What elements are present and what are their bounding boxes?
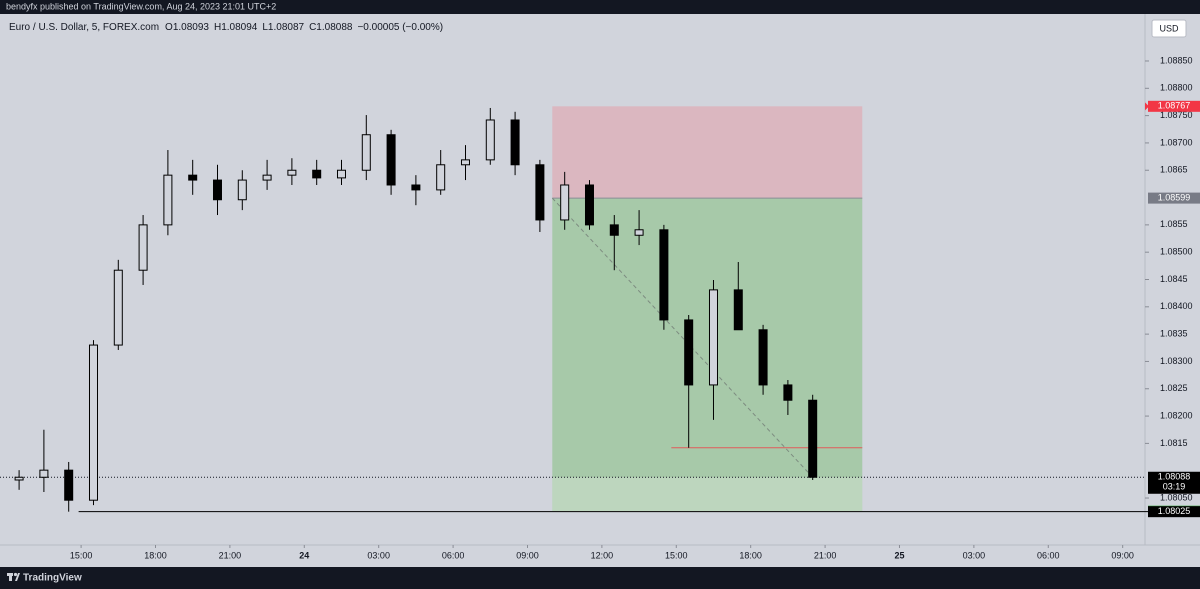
last-price-label: 1.08088 xyxy=(1158,472,1191,482)
candle-body xyxy=(336,169,346,179)
candle-body xyxy=(510,119,520,166)
x-tick-label: 21:00 xyxy=(814,550,837,560)
y-tick-label: 1.08500 xyxy=(1160,247,1193,257)
candle-body xyxy=(163,174,173,226)
candle-body xyxy=(39,469,49,478)
footer-brand: TradingView xyxy=(23,573,82,584)
stop-label-bg xyxy=(1148,100,1200,112)
y-tick-label: 1.0855 xyxy=(1160,219,1188,229)
logo-dot xyxy=(13,572,18,577)
y-tick-label: 1.08800 xyxy=(1160,83,1193,93)
x-tick-label: 15:00 xyxy=(70,550,93,560)
candle-body xyxy=(14,476,24,481)
logo-slash xyxy=(15,573,20,581)
x-tick-label: 03:00 xyxy=(963,550,986,560)
y-tick-label: 1.0865 xyxy=(1160,165,1188,175)
candle-body xyxy=(386,134,396,186)
y-tick-label: 1.0835 xyxy=(1160,329,1188,339)
x-tick-label: 25 xyxy=(894,550,904,560)
legend: Euro / U.S. Dollar, 5, FOREX.com O1.08093… xyxy=(9,22,443,33)
candle-body xyxy=(64,469,74,501)
y-tick-label: 1.08850 xyxy=(1160,55,1193,65)
plot-area xyxy=(0,106,1145,512)
y-tick-label: 1.0815 xyxy=(1160,438,1188,448)
candle-body xyxy=(783,384,793,401)
candle-body xyxy=(584,184,594,226)
y-tick-label: 1.08200 xyxy=(1160,410,1193,420)
stop-label: 1.08767 xyxy=(1158,101,1191,111)
y-tick-label: 1.08400 xyxy=(1160,301,1193,311)
candle-body xyxy=(535,164,545,221)
target-zone-remaining xyxy=(552,477,863,512)
candle-body xyxy=(609,224,619,236)
support-label: 1.08025 xyxy=(1158,506,1191,516)
entry-label: 1.08599 xyxy=(1158,192,1191,202)
y-tick-label: 1.08300 xyxy=(1160,356,1193,366)
candle-body xyxy=(560,184,570,221)
legend-close: C1.08088 xyxy=(309,22,353,33)
legend-low: L1.08087 xyxy=(262,22,304,33)
support-label-bg xyxy=(1148,506,1200,518)
symbol: Euro / U.S. Dollar, 5, FOREX.com xyxy=(9,22,159,33)
x-tick-label: 03:00 xyxy=(367,550,390,560)
candle-body xyxy=(436,164,446,191)
stop-zone xyxy=(552,106,863,199)
candle-body xyxy=(659,229,669,321)
legend-open: O1.08093 xyxy=(165,22,209,33)
x-tick-label: 18:00 xyxy=(144,550,167,560)
candle-body xyxy=(634,229,644,236)
y-tick-label: 1.0825 xyxy=(1160,383,1188,393)
x-tick-label: 15:00 xyxy=(665,550,688,560)
candle-body xyxy=(411,184,421,191)
x-tick-label: 12:00 xyxy=(591,550,614,560)
candle-body xyxy=(88,344,98,501)
legend-change: −0.00005 (−0.00%) xyxy=(357,22,443,33)
candle-body xyxy=(758,329,768,386)
stop-arrow xyxy=(1145,102,1149,111)
candle-body xyxy=(312,169,322,179)
x-tick-label: 09:00 xyxy=(1111,550,1134,560)
candle-body xyxy=(808,399,818,478)
entry-label-bg xyxy=(1148,192,1200,204)
candle-body xyxy=(138,224,148,271)
logo-stem xyxy=(9,573,12,581)
y-tick-label: 1.0845 xyxy=(1160,274,1188,284)
x-tick-label: 21:00 xyxy=(219,550,242,560)
x-tick-label: 06:00 xyxy=(1037,550,1060,560)
candle-body xyxy=(460,159,470,166)
candle-body xyxy=(733,289,743,331)
candle-body xyxy=(237,179,247,201)
candle-body xyxy=(485,119,495,161)
x-tick-label: 06:00 xyxy=(442,550,465,560)
publish-header: bendyfx published on TradingView.com, Au… xyxy=(6,1,276,11)
candle-body xyxy=(361,134,371,171)
candle-body xyxy=(188,174,198,181)
candle-body xyxy=(708,289,718,386)
y-tick-label: 1.08050 xyxy=(1160,492,1193,502)
currency-button[interactable] xyxy=(1151,19,1187,38)
countdown: 03:19 xyxy=(1163,482,1186,492)
currency[interactable]: USD xyxy=(1159,23,1179,33)
y-tick-label: 1.08700 xyxy=(1160,137,1193,147)
candle-body xyxy=(113,269,123,346)
tv-logo xyxy=(7,572,20,581)
x-tick-label: 24 xyxy=(299,550,309,560)
x-tick-label: 18:00 xyxy=(739,550,762,560)
candle-body xyxy=(262,174,272,181)
candle-body xyxy=(212,179,222,201)
legend-high: H1.08094 xyxy=(214,22,258,33)
x-tick-label: 09:00 xyxy=(516,550,539,560)
y-tick-label: 1.08750 xyxy=(1160,110,1193,120)
trade-path xyxy=(551,197,814,478)
candle-body xyxy=(684,319,694,386)
candle-body xyxy=(287,169,297,176)
last-price-label-bg xyxy=(1148,471,1200,494)
